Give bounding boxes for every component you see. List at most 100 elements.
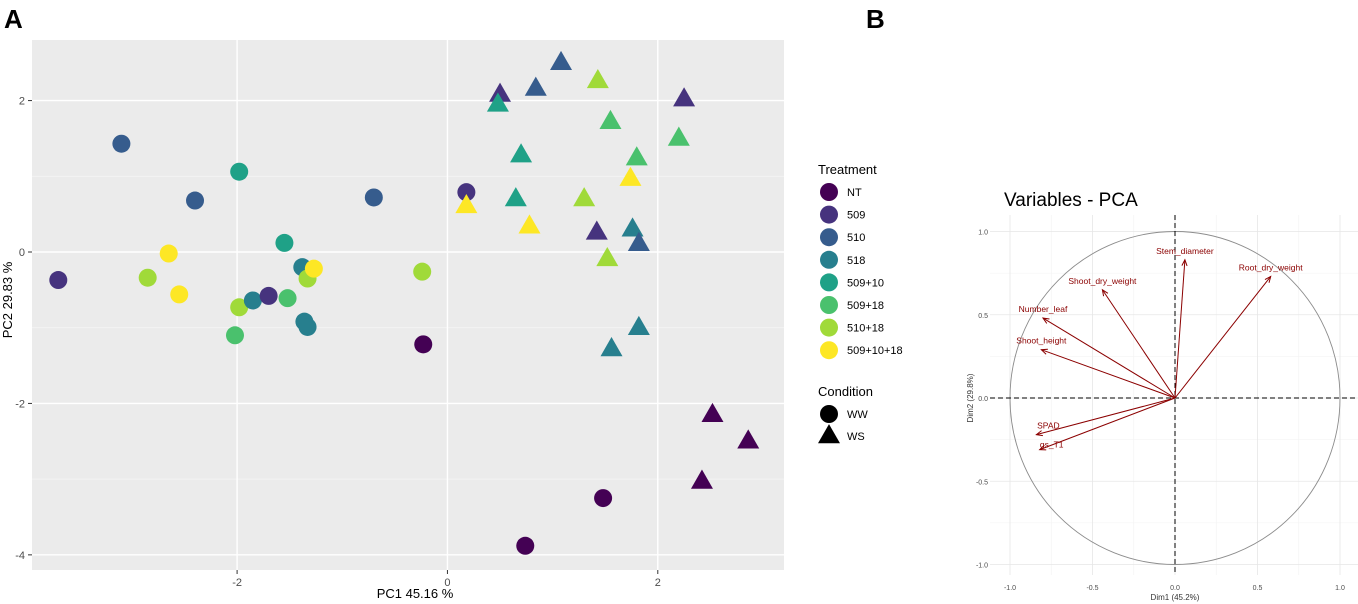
data-point-NT-ww (516, 536, 535, 555)
legend-treatment-label: 518 (847, 255, 865, 267)
pca-x-tick-label: 0.0 (1170, 585, 1180, 592)
data-point-510-ww (186, 191, 205, 210)
pca-arrowhead (1040, 348, 1048, 355)
scatter-points (49, 50, 760, 555)
pca-variable-label: Root_dry_weight (1239, 262, 1303, 272)
pca-arrow-number_leaf (1042, 317, 1176, 399)
pca-title: Variables - PCA (1004, 190, 1138, 211)
scatter-x-tick-label: 2 (655, 577, 661, 589)
pca-arrowhead (1264, 275, 1272, 283)
data-point-510-ws (550, 50, 573, 70)
data-point-509+10+18-ww (304, 259, 323, 278)
pca-y-tick-label: 0.5 (978, 313, 988, 320)
data-point-510+18-ww (230, 298, 249, 317)
pca-grid (990, 215, 1358, 575)
data-point-518-ws (600, 337, 623, 357)
data-point-509+10-ws (510, 143, 533, 163)
pca-x-tick-label: -1.0 (1004, 585, 1016, 592)
data-point-509-ww (49, 271, 68, 290)
variables-pca-panel: Variables - PCA -1.0 -0.5 0.0 0.5 1.0 -1.0 -0.… (966, 190, 1358, 602)
data-point-518-ww (243, 291, 262, 310)
pca-y-axis-label: Dim2 (29.8%) (966, 373, 975, 422)
pca-arrowhead (1035, 430, 1043, 437)
data-point-510-ww (112, 134, 131, 153)
data-point-509-ws (489, 82, 512, 102)
pca-y-tick-label: 0.0 (978, 396, 988, 403)
pca-x-tick-label: 1.0 (1335, 585, 1345, 592)
legend-treatment-label: 509+10 (847, 277, 884, 289)
legend-condition-key-circle (820, 405, 838, 423)
pca-arrow-root_dry_weight (1174, 276, 1272, 399)
legend-condition-title: Condition (818, 384, 873, 399)
legend-treatment-label: 510+18 (847, 323, 884, 335)
data-point-NT-ws (690, 469, 713, 489)
data-point-510-ww (364, 188, 383, 207)
pca-variable-label: gs_T1 (1040, 440, 1064, 450)
data-point-509+10-ww (275, 233, 294, 252)
data-point-509+10-ws (486, 92, 509, 112)
data-point-509+18-ww (278, 289, 297, 308)
pca-y-tick-label: -1.0 (976, 563, 988, 570)
legend-treatment-key (820, 273, 838, 292)
pca-x-tick-label: -0.5 (1086, 585, 1098, 592)
scatter-x-axis-label: PC1 45.16 % (377, 586, 454, 601)
data-point-509-ww (259, 286, 278, 305)
pca-x-axis-label: Dim1 (45.2%) (1151, 593, 1200, 602)
data-point-510-ws (524, 76, 547, 96)
legend-treatment-label: 509+18 (847, 300, 884, 312)
legend-treatment-key (820, 228, 838, 247)
scatter-y-tick-label: -2 (15, 398, 25, 410)
data-point-509-ws (673, 87, 696, 107)
legend-condition-label: WW (847, 409, 868, 421)
legend-condition-key-triangle (818, 424, 840, 444)
data-point-509+18-ws (599, 109, 622, 130)
legend-treatment-items: NT 509 510 518 509+10 509+18 510+18 509+10+18 (820, 183, 903, 360)
scatter-ticks: -2 0 2 -4 -2 0 2 (15, 96, 661, 589)
legend-treatment-label: NT (847, 187, 862, 199)
scatter-y-tick-label: -4 (15, 550, 25, 562)
pca-arrowhead (1038, 444, 1047, 451)
legend-condition-label: WS (847, 431, 865, 443)
scatter-x-tick-label: 0 (444, 577, 450, 589)
scatter-grid (32, 40, 784, 570)
scatter-y-tick-label: 2 (19, 96, 25, 108)
scatter-x-tick-label: -2 (232, 577, 242, 589)
data-point-518-ww (298, 317, 317, 336)
data-point-518-ws (621, 217, 644, 237)
pca-arrow-gs_t1 (1039, 397, 1176, 451)
legend-treatment-label: 509+10+18 (847, 345, 903, 357)
scatter-plot-background (32, 40, 784, 570)
data-point-509+10+18-ws (619, 166, 642, 186)
data-point-510+18-ws (573, 187, 596, 207)
pca-plot-background (990, 215, 1358, 575)
data-point-510+18-ww (138, 268, 157, 287)
pca-x-tick-label: 0.5 (1253, 585, 1263, 592)
legend-treatment-key (820, 341, 838, 360)
legend-condition-items: WW WS (818, 405, 868, 444)
data-point-509-ws (585, 220, 608, 240)
legend-treatment-key (820, 250, 838, 269)
data-point-509+10+18-ws (455, 193, 478, 214)
legend-treatment-title: Treatment (818, 162, 877, 177)
scatter-y-axis-label: PC2 29.83 % (0, 261, 15, 338)
panel-label-a: A (4, 4, 23, 34)
data-point-509+10+18-ww (170, 285, 189, 304)
pca-arrows: Stem_diameter Root_dry_weight Shoot_dry_we… (1016, 246, 1303, 451)
data-point-NT-ww (594, 489, 613, 508)
pca-arrow-spad (1036, 397, 1176, 436)
pca-variable-label: Shoot_dry_weight (1068, 276, 1137, 286)
pca-arrowhead (1181, 258, 1188, 267)
pca-variable-label: SPAD (1037, 421, 1060, 431)
scatter-panel: -2 0 2 -4 -2 0 2 PC1 45.16 % PC2 29.83 % (0, 40, 784, 601)
data-point-510+18-ww (413, 262, 432, 281)
scatter-y-tick-label: 0 (19, 247, 25, 259)
pca-variable-label: Stem_diameter (1156, 246, 1214, 256)
data-point-510+18-ws (596, 246, 619, 267)
data-point-510+18-ws (586, 69, 609, 89)
data-point-509+18-ws (625, 146, 648, 166)
data-point-NT-ws (701, 402, 724, 423)
pca-y-tick-label: -0.5 (976, 479, 988, 486)
pca-arrow-shoot_height (1041, 349, 1176, 399)
